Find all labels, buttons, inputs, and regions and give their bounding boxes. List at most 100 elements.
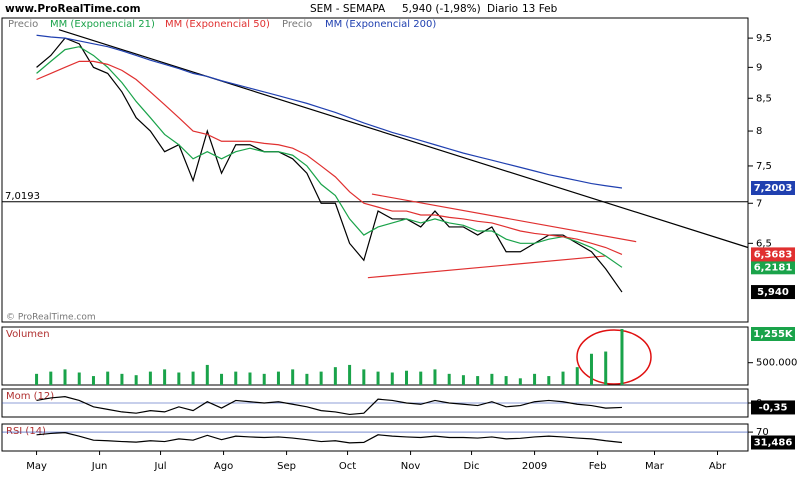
legend-entry: MM (Exponencial 200) — [325, 19, 436, 30]
end-label-box — [751, 181, 795, 196]
y-tick-label: 70 — [756, 427, 769, 438]
bar — [447, 373, 451, 385]
x-tick-label: Sep — [277, 461, 296, 472]
bar — [106, 371, 110, 385]
bar — [234, 371, 238, 385]
bar — [561, 371, 565, 385]
series-line — [36, 37, 623, 293]
bar — [461, 375, 465, 385]
y-tick-label: 7,5 — [756, 161, 772, 172]
bar — [547, 376, 551, 385]
end-label-box — [751, 400, 795, 415]
panel — [1, 326, 749, 386]
series-line — [36, 396, 622, 416]
bar — [205, 364, 209, 385]
y-tick-label: 9,5 — [756, 33, 772, 44]
quote: 5,940 (-1,98%) — [402, 3, 481, 15]
x-tick-label: Ago — [214, 461, 233, 472]
bar — [262, 373, 266, 385]
end-label-box — [751, 327, 795, 341]
bar — [405, 370, 409, 385]
end-label: 6,2181 — [754, 262, 793, 273]
series-line — [36, 46, 623, 268]
bar — [35, 373, 39, 385]
x-tick-label: May — [26, 461, 47, 472]
bar — [362, 369, 366, 385]
y-tick-label: 8,5 — [756, 93, 772, 104]
bar — [333, 367, 337, 385]
end-label-box — [751, 285, 795, 300]
bar — [490, 373, 494, 385]
bar — [49, 371, 53, 385]
bar — [276, 371, 280, 385]
end-label-box — [751, 435, 795, 450]
reference-label: 7,0193 — [5, 191, 40, 202]
bar — [348, 364, 352, 385]
series-line — [36, 60, 623, 255]
bar — [305, 373, 309, 385]
end-label: 5,940 — [757, 287, 789, 298]
end-label: -0,35 — [759, 402, 788, 413]
bar — [134, 375, 138, 385]
panel — [1, 423, 749, 452]
bar — [504, 376, 508, 385]
x-tick-label: Jul — [154, 461, 167, 472]
bar — [148, 371, 152, 385]
series-line — [36, 432, 623, 444]
bar — [248, 372, 252, 385]
bar — [575, 367, 579, 385]
bar — [220, 373, 224, 385]
bar — [376, 371, 380, 385]
y-tick-label: 500.000 — [756, 358, 797, 369]
y-tick-label: 6,5 — [756, 238, 772, 249]
end-label-box — [751, 260, 795, 275]
bar — [191, 371, 195, 385]
bar — [319, 371, 323, 385]
watermark: © ProRealTime.com — [6, 313, 96, 323]
date: 13 Feb — [522, 3, 558, 15]
bar — [419, 371, 423, 385]
end-label: 31,486 — [754, 437, 793, 448]
panel-title: RSI (14) — [6, 426, 46, 437]
legend-entry: Precio — [282, 19, 312, 30]
legend-entry: Precio — [8, 19, 38, 30]
end-label: 6,3683 — [754, 249, 793, 260]
x-tick-label: Feb — [589, 461, 607, 472]
x-tick-label: Abr — [709, 461, 727, 472]
trend-line — [58, 29, 749, 249]
panel — [1, 17, 749, 323]
bar — [163, 369, 167, 385]
series-line — [36, 34, 623, 189]
bar — [433, 369, 437, 385]
bar — [589, 353, 593, 385]
bar — [120, 373, 124, 385]
x-tick-label: 2009 — [522, 461, 547, 472]
site: www.ProRealTime.com — [5, 3, 141, 15]
bar — [518, 378, 522, 385]
x-tick-label: Nov — [401, 461, 421, 472]
end-label: 7,2003 — [754, 183, 793, 194]
y-tick-label: 9 — [756, 62, 762, 73]
x-tick-label: Oct — [339, 461, 356, 472]
end-label: 1,255K — [753, 329, 794, 340]
legend-entry: MM (Exponencial 21) — [50, 19, 155, 30]
symbol: SEM - SEMAPA — [310, 3, 386, 15]
panel-title: Volumen — [6, 329, 50, 340]
bar — [291, 369, 295, 385]
bar — [63, 369, 67, 385]
bar — [77, 372, 81, 385]
bar — [177, 372, 181, 385]
period: Diario — [487, 3, 518, 15]
bar — [533, 373, 537, 385]
panel-title: Mom (12) — [6, 391, 54, 402]
y-tick-label: 7 — [756, 198, 762, 209]
bar — [620, 329, 624, 385]
bar — [390, 372, 394, 385]
x-tick-label: Jun — [91, 461, 108, 472]
x-tick-label: Mar — [645, 461, 665, 472]
bar — [604, 351, 608, 385]
end-label-box — [751, 247, 795, 262]
bar — [91, 376, 95, 385]
